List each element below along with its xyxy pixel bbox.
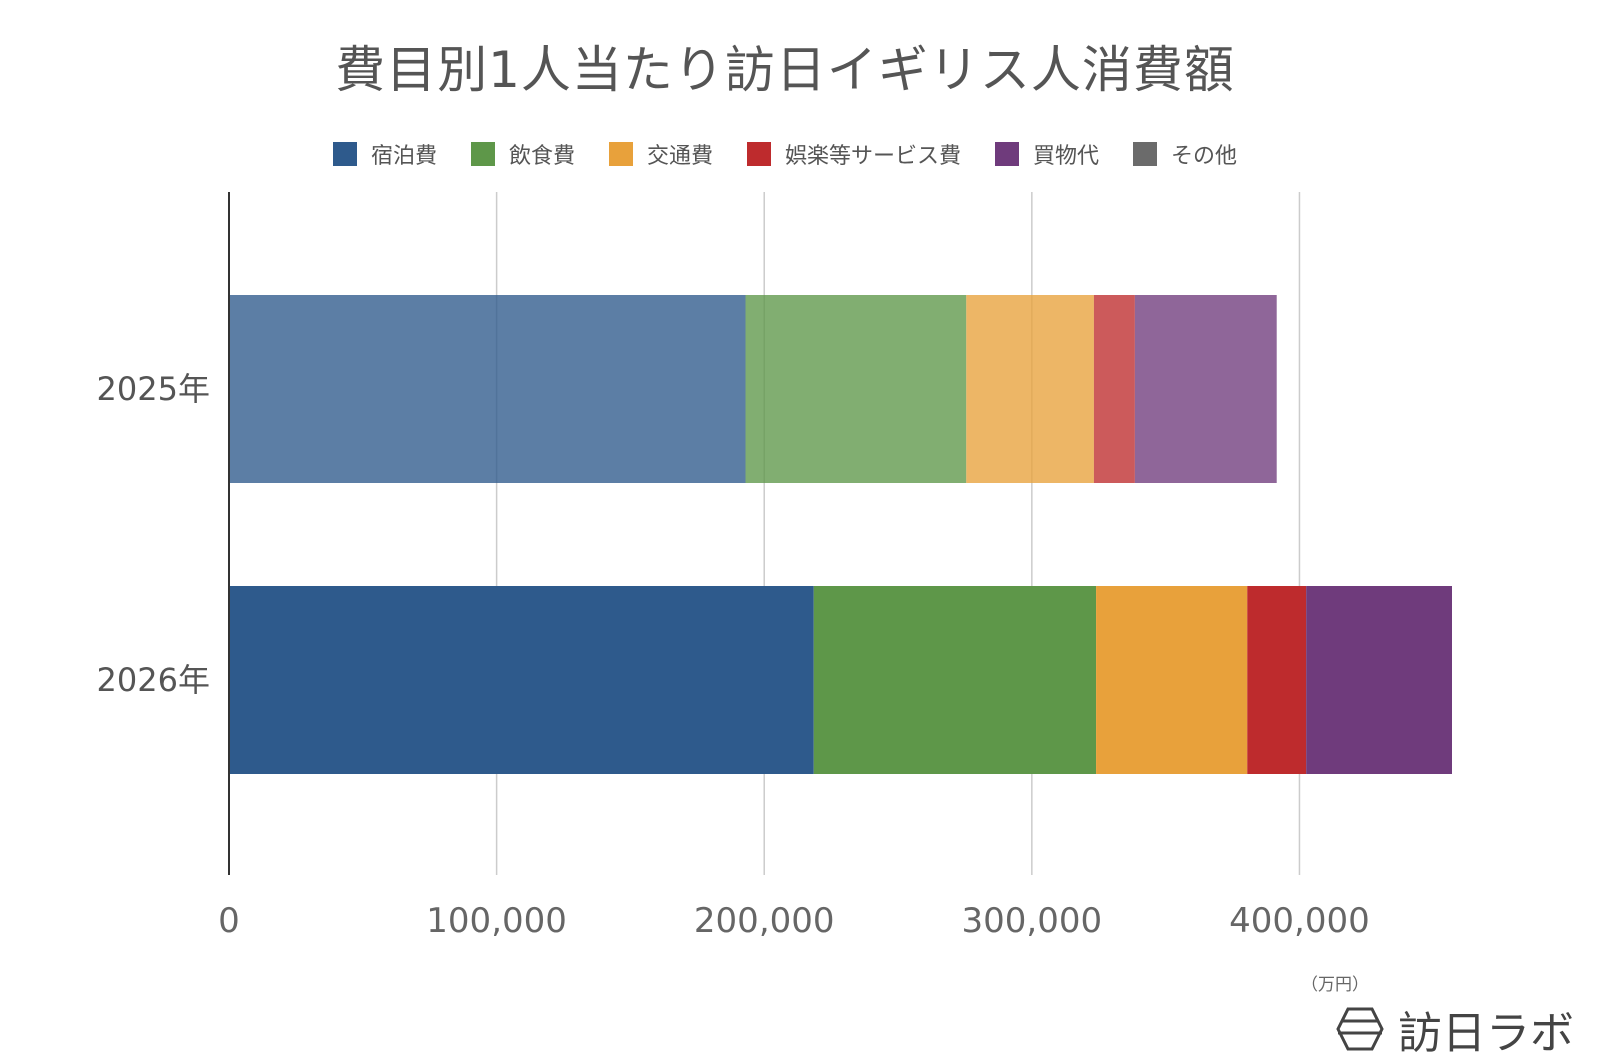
bar-segment [1247,586,1307,774]
legend-item: 飲食費 [470,138,575,170]
bar-segment [813,586,1097,774]
unit-label: （万円） [1301,975,1369,995]
x-tick-label: 300,000 [962,901,1103,941]
hexagon-logo-icon [1336,1007,1384,1051]
legend-swatch [332,142,357,166]
chart-title: 費目別1人当たり訪日イギリス人消費額 [335,41,1235,99]
bar-segment [1096,586,1248,774]
legend-item: 宿泊費 [332,138,437,170]
legend-swatch [995,142,1020,166]
legend-item: 娯楽等サービス費 [747,138,961,170]
x-tick-label: 400,000 [1229,901,1370,941]
legend-swatch [747,142,771,166]
x-tick-label: 200,000 [694,901,835,941]
legend-label: 買物代 [1033,144,1100,169]
legend-swatch [470,142,495,166]
legend: 宿泊費 飲食費 交通費 娯楽等サービス費 買物代 その他 [0,138,1570,170]
legend-item: 買物代 [995,138,1099,170]
legend-swatch [608,142,633,166]
bar-segment [745,295,967,483]
brand-logo: 訪日ラボ [1336,997,1574,1061]
bars [229,295,1452,774]
x-tick-label: 0 [218,901,240,941]
legend-label: その他 [1171,144,1238,169]
legend-swatch [1133,142,1158,166]
brand-name: 訪日ラボ [1398,1008,1574,1059]
bar-segment [1306,586,1452,774]
legend-label: 交通費 [646,144,713,169]
legend-label: 娯楽等サービス費 [785,144,962,169]
bar-segment [1134,295,1277,483]
bar-segment [966,295,1094,483]
category-label: 2025年 [97,370,210,408]
legend-label: 宿泊費 [370,144,437,169]
bar-segment [229,295,746,483]
category-label: 2026年 [97,661,210,699]
x-tick-label: 100,000 [426,901,567,941]
legend-item: その他 [1133,138,1237,170]
axes: 0 100,000 200,000 300,000 400,000 2025年 2026年 [97,192,1370,941]
legend-item: 交通費 [608,138,713,170]
bar-segment [229,586,814,774]
bar-segment [1093,295,1135,483]
legend-label: 飲食費 [508,144,575,169]
